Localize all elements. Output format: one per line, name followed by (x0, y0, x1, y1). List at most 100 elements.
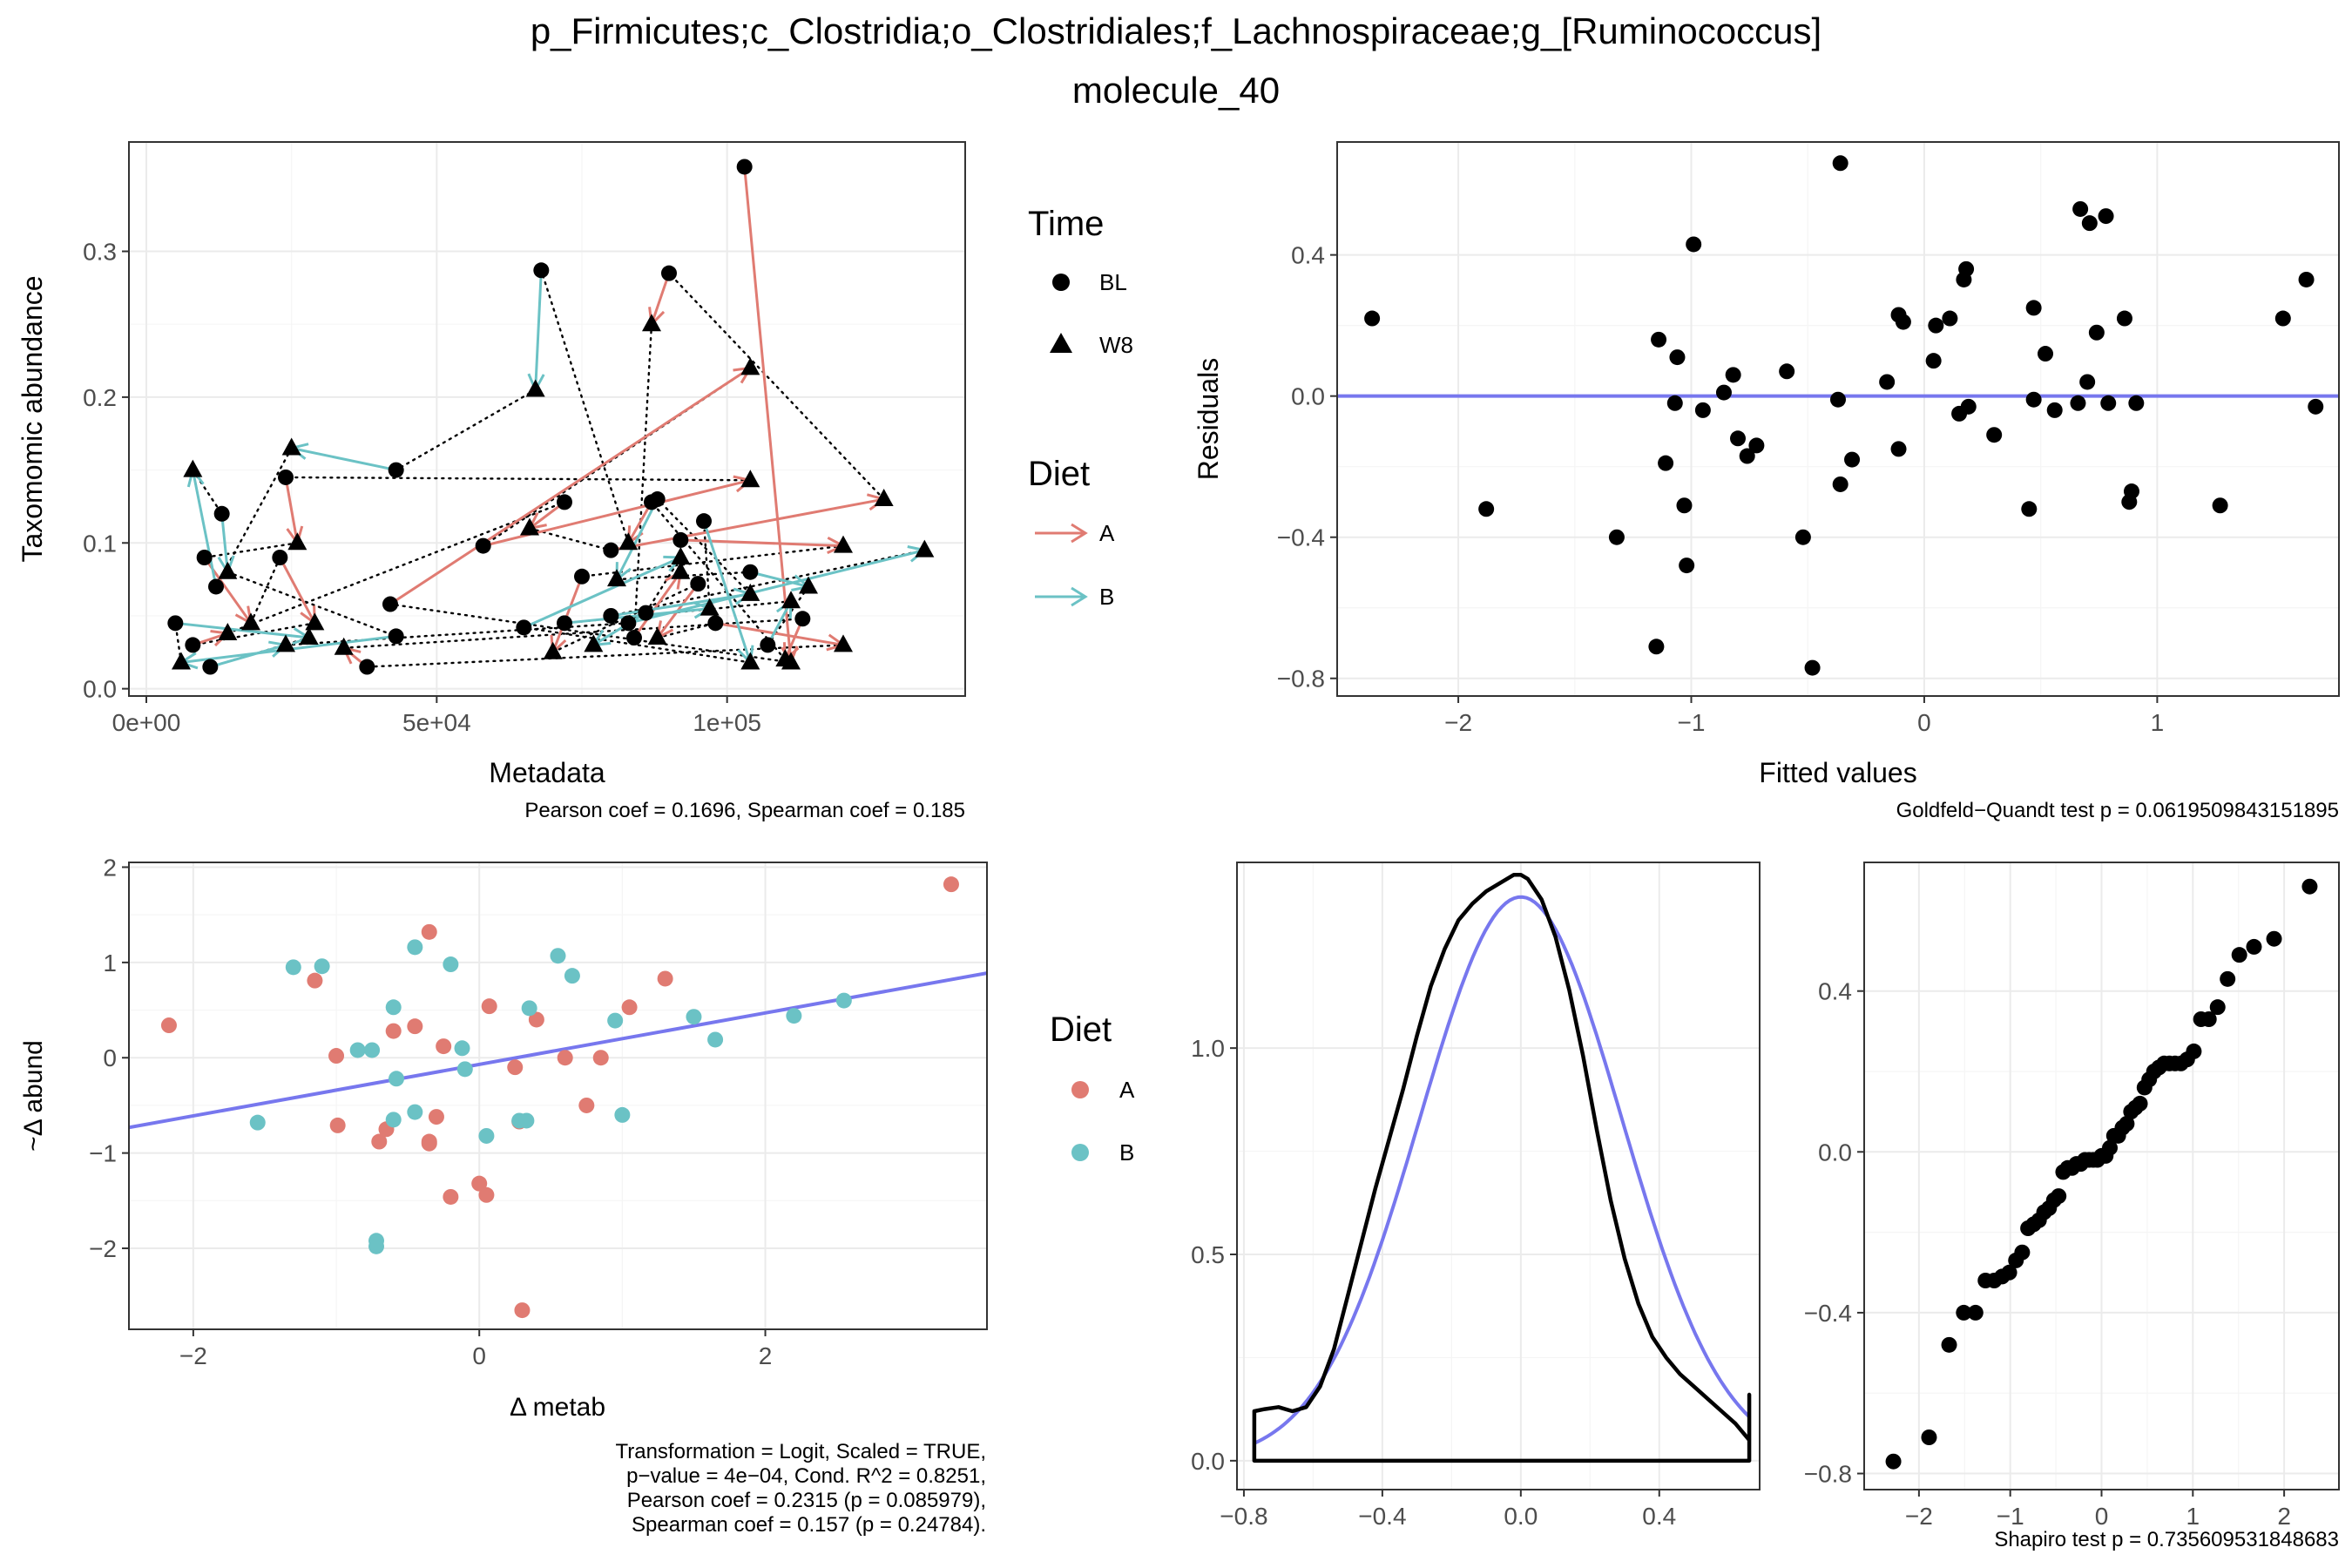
residuals-grid (1337, 142, 2339, 696)
x-tick-label: 0 (2095, 1503, 2109, 1530)
dotted-connector (656, 497, 752, 596)
time-legend-title: Time (1028, 205, 1104, 243)
bl-point (167, 615, 184, 632)
diet-a-point (514, 1302, 531, 1319)
qq-marks (1885, 878, 2318, 1470)
bl-point (533, 262, 550, 279)
bl-point (359, 659, 375, 675)
diet-legend-top-a-label: A (1099, 520, 1115, 546)
diet-legend-bottom-a-marker (1071, 1081, 1089, 1098)
diet-b-arrow (702, 520, 752, 663)
w8-point (740, 652, 760, 670)
dotted-connector (366, 644, 845, 668)
w8-point (915, 539, 935, 558)
diet-a-point (478, 1186, 495, 1203)
diet-a-arrow (551, 576, 584, 653)
diet-b-point (349, 1042, 366, 1058)
qq-point (2119, 1116, 2135, 1132)
bl-point (388, 462, 404, 478)
dotted-connector (342, 618, 804, 649)
qq-y-ticks: −0.8 −0.4 0.0 0.4 (1804, 978, 1864, 1488)
diet-a-arrow (279, 557, 316, 625)
x-tick-label: −1 (1678, 709, 1706, 736)
diet-b-point (564, 968, 580, 984)
residual-point (2072, 200, 2089, 217)
residual-point (1730, 430, 1746, 447)
y-tick-label: −0.4 (1277, 524, 1325, 551)
p1-panel-background (129, 142, 965, 696)
diet-a-point (657, 970, 673, 987)
w8-point (671, 547, 691, 564)
diet-b-arrow (592, 612, 647, 646)
qq-point (2186, 1043, 2202, 1059)
residual-point (2274, 310, 2291, 327)
delta-y-ticks: −2 −1 0 1 2 (89, 854, 129, 1262)
y-tick-label: 0.0 (1191, 1448, 1225, 1475)
residual-point (2116, 310, 2132, 327)
diet-b-arrow (767, 600, 793, 646)
w8-point (642, 314, 661, 332)
p4-panel-background (1237, 862, 1760, 1490)
x-tick-label: 0e+00 (112, 709, 181, 736)
bl-point (661, 265, 677, 281)
x-tick-label: 2 (759, 1342, 773, 1369)
y-tick-label: 0 (103, 1044, 117, 1071)
time-legend: Time BL W8 (1028, 205, 1133, 358)
qq-point (2001, 1264, 2017, 1281)
delta-panel: −2 0 2 −2 −1 0 1 2 Δ metab ~Δ abund Transforma… (19, 854, 988, 1537)
bl-point (672, 531, 689, 548)
diet-b-point (443, 956, 459, 973)
trajectory-marks (167, 159, 935, 675)
diet-a-point (421, 923, 437, 940)
w8-point (607, 569, 626, 587)
p3-panel-background (129, 862, 987, 1329)
residual-point (2098, 208, 2114, 225)
diet-b-arrow (615, 498, 659, 580)
qq-point (1967, 1304, 1984, 1321)
bl-point (603, 542, 619, 558)
residuals-x-ticks: −2 −1 0 1 (1444, 696, 2164, 736)
residual-point (1890, 441, 1907, 457)
time-legend-bl-marker (1052, 274, 1070, 291)
delta-marks (129, 876, 987, 1319)
residual-point (1648, 639, 1665, 655)
qq-grid (1864, 862, 2339, 1490)
diet-b-point (521, 1000, 537, 1017)
diet-b-point (368, 1238, 385, 1254)
y-tick-label: 0.4 (1291, 242, 1325, 269)
residual-point (2212, 497, 2228, 514)
qq-point (2209, 999, 2226, 1016)
diet-a-point (407, 1018, 423, 1035)
bl-point (736, 159, 753, 175)
residual-point (2128, 395, 2145, 411)
bl-point (272, 550, 288, 565)
p2-panel-background (1337, 142, 2339, 696)
diet-b-arrow (209, 643, 287, 668)
x-tick-label: 0 (1917, 709, 1931, 736)
residual-point (1958, 260, 1975, 277)
bl-point (742, 564, 759, 580)
qq-panel: −2 −1 0 1 2 −0.8 −0.4 0.0 0.4 Shapiro test p = … (1804, 862, 2340, 1551)
normal-density-curve (1254, 895, 1751, 1445)
diet-b-point (285, 959, 301, 976)
w8-point (218, 561, 238, 579)
w8-point (834, 634, 853, 652)
delta-panel-border (128, 862, 988, 1330)
qq-point (2200, 1011, 2217, 1027)
diet-b-point (249, 1114, 266, 1131)
qq-point (2102, 1139, 2119, 1156)
diet-b-arrow (220, 513, 229, 572)
diet-b-arrow (749, 571, 809, 588)
x-tick-label: −0.4 (1358, 1503, 1406, 1530)
y-tick-label: 0.5 (1191, 1241, 1225, 1268)
residual-point (1832, 476, 1848, 492)
w8-point (305, 612, 325, 631)
dotted-connector (226, 501, 566, 635)
diet-a-point (421, 1135, 437, 1152)
bl-point (278, 469, 294, 485)
diet-b-point (407, 939, 423, 956)
density-y-ticks: 0.0 0.5 1.0 (1191, 1035, 1237, 1475)
diet-b-arrow (191, 470, 218, 587)
qq-point (1921, 1429, 1937, 1445)
